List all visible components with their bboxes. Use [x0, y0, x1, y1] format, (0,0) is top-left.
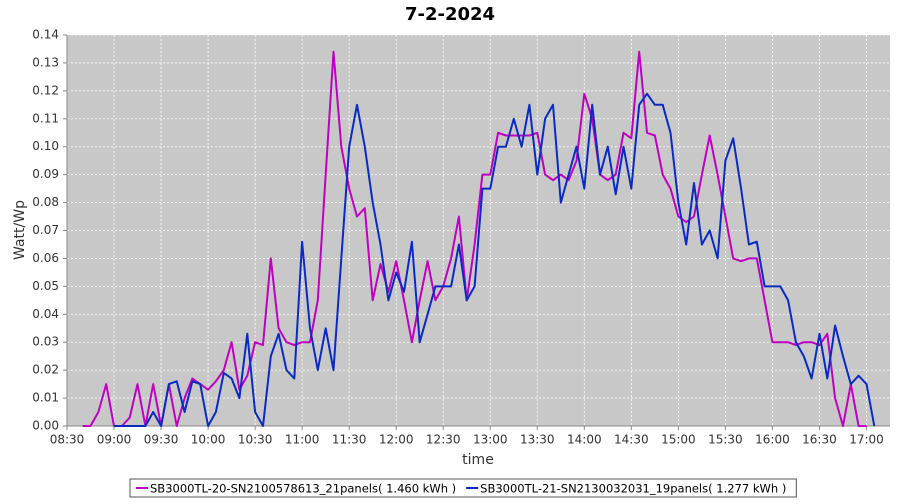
x-tick-label: 14:30 [614, 433, 649, 447]
series-line [82, 50, 867, 427]
y-tick-label: 0.03 [32, 335, 59, 349]
x-tick-label: 13:30 [520, 433, 555, 447]
y-tick-label: 0.10 [32, 139, 59, 153]
y-tick-label: 0.07 [32, 223, 59, 237]
x-tick-label: 15:30 [708, 433, 743, 447]
x-tick-label: 11:30 [332, 433, 367, 447]
y-tick-label: 0.12 [32, 83, 59, 97]
legend-label: SB3000TL-21-SN2130032031_19panels( 1.277… [480, 482, 786, 496]
series-line [114, 92, 876, 427]
y-axis-label: Watt/Wp [12, 200, 28, 260]
x-tick-label: 10:30 [238, 433, 273, 447]
x-tick-label: 11:00 [285, 433, 320, 447]
y-tick-label: 0.05 [32, 279, 59, 293]
x-tick-label: 09:00 [97, 433, 132, 447]
y-tick-label: 0.09 [32, 167, 59, 181]
legend-label: SB3000TL-20-SN2100578613_21panels( 1.460… [150, 482, 456, 496]
x-tick-label: 16:30 [802, 433, 837, 447]
x-tick-label: 09:30 [144, 433, 179, 447]
x-axis-label: time [462, 452, 494, 468]
y-tick-label: 0.01 [32, 391, 59, 405]
y-tick-label: 0.00 [32, 419, 59, 433]
y-tick-label: 0.06 [32, 251, 59, 265]
x-tick-label: 12:00 [379, 433, 414, 447]
y-tick-label: 0.11 [32, 111, 59, 125]
x-tick-label: 12:30 [426, 433, 461, 447]
y-tick-label: 0.14 [32, 28, 59, 42]
x-tick-label: 10:00 [191, 433, 226, 447]
x-tick-label: 17:00 [849, 433, 884, 447]
y-tick-label: 0.02 [32, 363, 59, 377]
x-tick-label: 13:00 [473, 433, 508, 447]
x-tick-label: 16:00 [755, 433, 790, 447]
y-tick-label: 0.08 [32, 195, 59, 209]
x-tick-label: 15:00 [661, 433, 696, 447]
x-tick-label: 08:30 [50, 433, 85, 447]
x-tick-label: 14:00 [567, 433, 602, 447]
y-tick-label: 0.13 [32, 55, 59, 69]
y-tick-label: 0.04 [32, 307, 59, 321]
chart-title: 7-2-2024 [405, 4, 495, 25]
legend-box [129, 478, 797, 498]
